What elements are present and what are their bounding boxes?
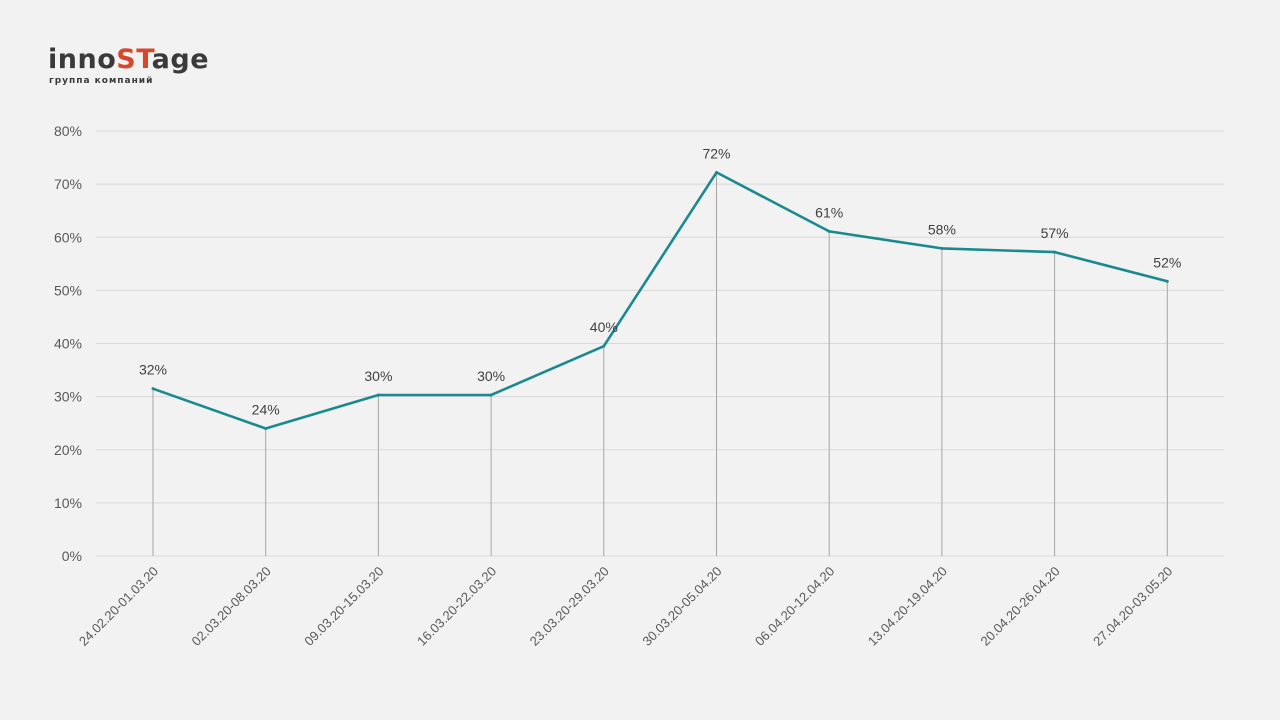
y-tick-label: 70% [54, 176, 82, 192]
x-tick-label: 16.03.20-22.03.20 [414, 564, 499, 649]
data-label: 52% [1153, 254, 1181, 270]
data-point [1165, 279, 1169, 283]
data-label: 72% [702, 145, 730, 161]
y-tick-label: 0% [62, 548, 82, 564]
data-label: 61% [815, 204, 843, 220]
y-tick-label: 20% [54, 442, 82, 458]
x-tick-label: 13.04.20-19.04.20 [865, 564, 950, 649]
x-axis-tick-labels: 24.02.20-01.03.20 02.03.20-08.03.20 09.03.… [76, 564, 1176, 649]
x-tick-label: 09.03.20-15.03.20 [301, 564, 386, 649]
y-tick-label: 50% [54, 282, 82, 298]
data-label: 30% [364, 368, 392, 384]
data-label: 32% [139, 362, 167, 378]
logo-text-accent: ST [116, 44, 152, 75]
data-point [489, 393, 493, 397]
y-axis-tick-labels: 0% 10% 20% 30% 40% 50% 60% 70% 80% [54, 123, 82, 564]
data-label: 58% [928, 221, 956, 237]
data-label: 24% [252, 402, 280, 418]
logo-wordmark: innoSTage [48, 42, 209, 78]
data-point [151, 387, 155, 391]
logo-text-after: age [151, 44, 209, 75]
series-line [152, 171, 1168, 430]
data-point [376, 393, 380, 397]
x-tick-label: 02.03.20-08.03.20 [189, 564, 274, 649]
y-tick-label: 30% [54, 389, 82, 405]
y-tick-label: 40% [54, 336, 82, 352]
x-tick-label: 20.04.20-26.04.20 [977, 564, 1062, 649]
x-tick-label: 06.04.20-12.04.20 [752, 564, 837, 649]
y-tick-label: 80% [54, 123, 82, 139]
x-tick-label: 30.03.20-05.04.20 [639, 564, 724, 649]
data-label: 30% [477, 368, 505, 384]
x-tick-label: 24.02.20-01.03.20 [76, 564, 161, 649]
data-point [602, 344, 606, 348]
data-point [715, 170, 718, 174]
y-tick-label: 60% [54, 229, 82, 245]
data-label: 57% [1041, 225, 1069, 241]
data-points [151, 170, 1169, 430]
data-point [827, 229, 831, 233]
logo-tagline: группа компаний [49, 76, 154, 86]
drop-lines [152, 172, 1168, 556]
data-point [1053, 250, 1057, 254]
logo-text-before: inno [48, 44, 117, 75]
data-labels: 32% 24% 30% 30% 40% 72% 61% 58% 57% 52% [139, 145, 1181, 417]
x-tick-label: 23.03.20-29.03.20 [527, 564, 612, 649]
grid-lines [96, 130, 1224, 557]
data-point [264, 427, 268, 430]
y-tick-label: 10% [54, 495, 82, 511]
data-label: 40% [590, 319, 618, 335]
x-tick-label: 27.04.20-03.05.20 [1090, 564, 1175, 649]
data-point [940, 246, 944, 250]
company-logo: innoSTage группа компаний [48, 42, 228, 90]
